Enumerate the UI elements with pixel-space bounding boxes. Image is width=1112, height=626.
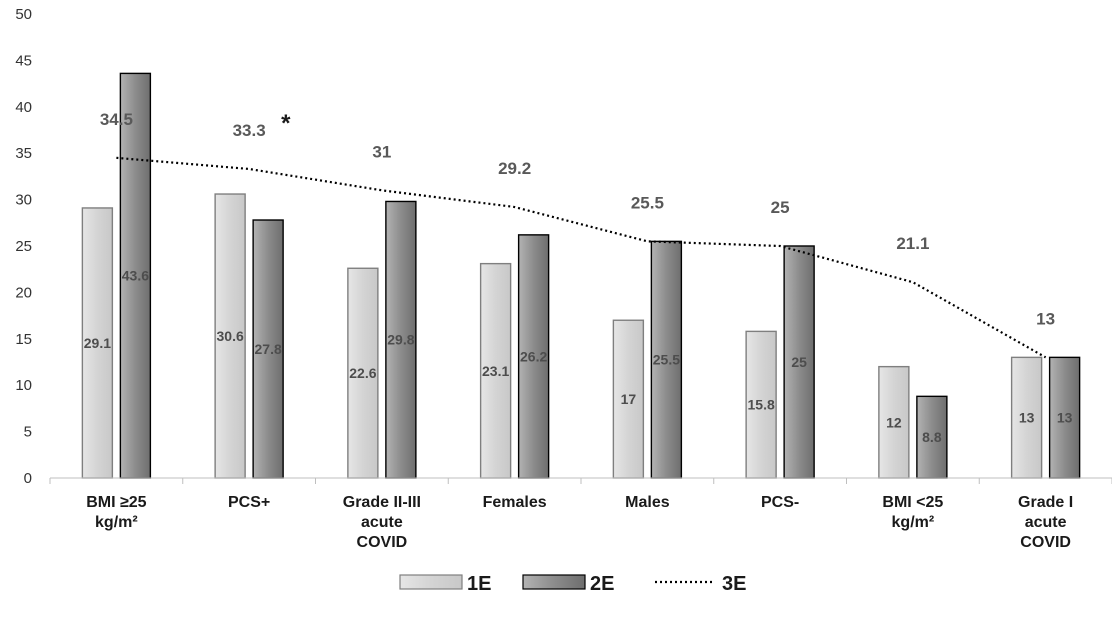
- data-label-1E: 13: [1019, 410, 1035, 426]
- y-tick-label: 50: [15, 6, 32, 23]
- legend-label: 2E: [590, 573, 614, 595]
- legend-swatch: [399, 574, 463, 590]
- legend-swatch: [522, 574, 586, 590]
- data-label-1E: 30.6: [217, 328, 244, 344]
- data-label-1E: 29.1: [84, 335, 111, 351]
- bar-2E: [650, 240, 683, 479]
- bar-1E: [81, 207, 114, 479]
- data-label-1E: 23.1: [482, 363, 509, 379]
- y-tick-label: 10: [15, 377, 32, 394]
- bar-2E: [916, 395, 948, 479]
- data-label-2E: 25.5: [653, 352, 680, 368]
- data-label-2E: 43.6: [122, 268, 149, 284]
- y-tick-label: 45: [15, 52, 32, 69]
- data-label-1E: 12: [886, 414, 902, 430]
- data-label-3E: 29.2: [498, 159, 531, 178]
- data-label-3E: 25.5: [631, 193, 664, 212]
- y-axis: 0 5 10 15 20 25 30 35 40 45 50: [15, 6, 32, 487]
- bar-2E: [385, 200, 417, 479]
- data-label-3E: 33.3: [233, 121, 266, 140]
- y-tick-label: 15: [15, 331, 32, 348]
- legend-label: 1E: [467, 573, 491, 595]
- bar-1E: [745, 330, 777, 479]
- bars: [81, 72, 1081, 479]
- x-tick-label: PCS+: [228, 494, 270, 511]
- legend-item-3E: 3E: [655, 573, 746, 595]
- bar-2E: [783, 245, 815, 479]
- legend-item-2E: 2E: [522, 573, 614, 595]
- data-label-1E: 22.6: [349, 365, 376, 381]
- bar-2E: [517, 234, 550, 479]
- data-label-1E: 15.8: [748, 397, 775, 413]
- data-label-2E: 26.2: [520, 348, 547, 364]
- series-3E-line: 34.5 33.3 31 29.2 25.5 25 21.1 13 *: [100, 110, 1055, 359]
- data-label-2E: 29.8: [387, 332, 414, 348]
- x-tick-label: BMI <25 kg/m²: [882, 494, 943, 531]
- significance-asterisk: *: [281, 110, 291, 137]
- x-tick-label: Females: [483, 494, 547, 511]
- x-tick-label: PCS-: [761, 494, 799, 511]
- data-label-2E: 27.8: [255, 341, 282, 357]
- legend: 1E 2E 3E: [399, 573, 746, 595]
- legend-label: 3E: [722, 573, 746, 595]
- bar-2E: [252, 219, 284, 479]
- y-tick-label: 20: [15, 284, 32, 301]
- data-label-3E: 31: [372, 142, 391, 161]
- data-label-2E: 25: [791, 354, 807, 370]
- series-3E-path: [116, 156, 1047, 359]
- bar-2E: [119, 72, 152, 479]
- y-tick-label: 5: [24, 424, 32, 441]
- y-tick-label: 30: [15, 192, 32, 209]
- data-label-3E: 13: [1036, 309, 1055, 328]
- x-tick-label: Males: [625, 494, 670, 511]
- y-tick-label: 0: [24, 470, 32, 487]
- x-tick-label: BMI ≥25 kg/m²: [86, 494, 146, 531]
- data-label-1E: 17: [621, 391, 637, 407]
- x-axis: BMI ≥25 kg/m² PCS+ Grade II-III acute COVID Fe…: [49, 477, 1112, 551]
- y-tick-label: 35: [15, 145, 32, 162]
- y-tick-label: 40: [15, 99, 32, 116]
- bar-labels: 29.1 43.6 30.6 27.8 22.6 29.8 23.1 26.2 17 25.5 15…: [84, 268, 1073, 445]
- data-label-3E: 25: [771, 198, 790, 217]
- data-label-3E: 21.1: [896, 234, 929, 253]
- legend-item-1E: 1E: [399, 573, 491, 595]
- x-tick-label: Grade II-III acute COVID: [343, 494, 421, 551]
- data-label-2E: 13: [1057, 410, 1073, 426]
- bar-2E: [1048, 356, 1081, 479]
- data-label-3E: 34.5: [100, 110, 133, 129]
- data-label-2E: 8.8: [922, 429, 942, 445]
- y-tick-label: 25: [15, 238, 32, 255]
